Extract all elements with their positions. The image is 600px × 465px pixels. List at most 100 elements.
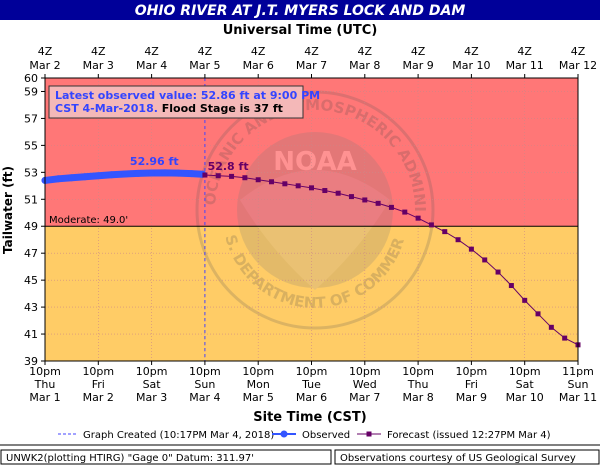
- y-tick-label: 53: [24, 166, 38, 179]
- observed-point: [188, 170, 196, 178]
- latest-line-1: Latest observed value: 52.86 ft at 9:00 …: [55, 89, 320, 102]
- bottom-tick-time: 10pm: [189, 365, 221, 378]
- top-tick-hour: 4Z: [38, 45, 53, 58]
- bottom-tick-dow: Thu: [34, 378, 56, 391]
- forecast-point: [535, 311, 541, 317]
- forecast-point: [388, 204, 394, 210]
- bottom-tick-dow: Sun: [568, 378, 589, 391]
- forecast-point: [562, 335, 568, 341]
- bottom-tick-dow: Fri: [92, 378, 105, 391]
- top-tick-date: Mar 9: [402, 59, 433, 72]
- latest-observed-box: Latest observed value: 52.86 ft at 9:00 …: [48, 85, 320, 119]
- latest-line-2-date: CST 4-Mar-2018.: [55, 102, 158, 115]
- watermark-bird: [240, 170, 390, 290]
- legend-observed-marker: [280, 430, 288, 438]
- footer-left-text: UNWK2(plotting HTIRG) "Gage 0" Datum: 31…: [6, 453, 254, 464]
- observed-point: [54, 175, 62, 183]
- top-tick-date: Mar 5: [189, 59, 220, 72]
- forecast-point: [295, 183, 301, 189]
- footer-right-text: Observations courtesy of US Geological S…: [340, 453, 576, 464]
- bottom-tick-date: Mar 3: [136, 391, 167, 404]
- bottom-tick-time: 10pm: [296, 365, 328, 378]
- legend: Graph Created (10:17PM Mar 4, 2018) Obse…: [58, 430, 551, 441]
- watermark-outer-ring: [195, 90, 435, 330]
- bottom-tick-dow: Fri: [465, 378, 478, 391]
- forecast-point: [455, 237, 461, 243]
- forecast-point: [482, 257, 488, 263]
- bottom-tick-date: Mar 4: [189, 391, 220, 404]
- forecast-start-label: 52.8 ft: [208, 160, 249, 173]
- forecast-point: [269, 179, 275, 185]
- bottom-tick-dow: Mon: [247, 378, 270, 391]
- top-tick-hour: 4Z: [571, 45, 586, 58]
- top-axis-title: Universal Time (UTC): [223, 23, 378, 38]
- forecast-point: [428, 222, 434, 228]
- footer-right-box: [334, 449, 600, 465]
- forecast-point: [282, 181, 288, 187]
- forecast-point: [322, 188, 328, 194]
- series-group: [41, 169, 581, 348]
- observed-point: [121, 170, 129, 178]
- observed-point: [161, 169, 169, 177]
- latest-box-bg: [48, 85, 304, 119]
- forecast-point: [309, 185, 314, 191]
- bottom-tick-time: 10pm: [456, 365, 488, 378]
- top-tick-date: Mar 6: [243, 59, 274, 72]
- forecast-point: [242, 175, 248, 181]
- forecast-point: [229, 173, 235, 179]
- bottom-tick-date: Mar 10: [506, 391, 544, 404]
- observed-peak-label: 52.96 ft: [130, 155, 179, 168]
- bottom-tick-date: Mar 9: [456, 391, 487, 404]
- top-tick-hour: 4Z: [411, 45, 426, 58]
- bottom-tick-time: 10pm: [29, 365, 61, 378]
- watermark-inner-disc: [237, 132, 393, 288]
- top-tick-date: Mar 4: [136, 59, 167, 72]
- forecast-point: [375, 200, 381, 206]
- bottom-tick-dow: Sun: [194, 378, 215, 391]
- top-tick-hour: 4Z: [464, 45, 479, 58]
- forecast-point: [335, 190, 341, 196]
- observed-point: [174, 169, 182, 177]
- top-tick-date: Mar 7: [296, 59, 327, 72]
- footer-left-box: [0, 449, 332, 465]
- bottom-tick-time: 10pm: [402, 365, 434, 378]
- forecast-point: [202, 172, 208, 178]
- forecast-point: [255, 177, 261, 183]
- top-tick-date: Mar 11: [506, 59, 544, 72]
- bottom-tick-time: 11pm: [562, 365, 594, 378]
- observed-point: [94, 172, 102, 180]
- y-tick-label: 51: [24, 193, 38, 206]
- bottom-tick-dow: Sat: [143, 378, 162, 391]
- y-tick-label: 59: [24, 85, 38, 98]
- bottom-tick-time: 10pm: [82, 365, 114, 378]
- moderate-label: Moderate: 49.0': [49, 215, 128, 226]
- forecast-point: [415, 215, 421, 221]
- top-tick-hour: 4Z: [517, 45, 532, 58]
- bottom-tick-time: 10pm: [136, 365, 168, 378]
- bottom-tick-date: Mar 2: [83, 391, 114, 404]
- observed-point: [68, 174, 76, 182]
- bottom-tick-date: Mar 11: [559, 391, 597, 404]
- bottom-tick-dow: Thu: [407, 378, 429, 391]
- observed-point: [81, 173, 89, 181]
- top-tick-date: Mar 3: [83, 59, 114, 72]
- legend-observed-label: Observed: [302, 430, 350, 441]
- forecast-point: [362, 197, 368, 203]
- bottom-tick-time: 10pm: [242, 365, 274, 378]
- bottom-tick-date: Mar 6: [296, 391, 327, 404]
- y-tick-label: 39: [24, 355, 38, 368]
- latest-line-2: CST 4-Mar-2018. Flood Stage is 37 ft: [55, 102, 283, 115]
- latest-line-2-flood: Flood Stage is 37 ft: [158, 102, 283, 115]
- y-tick-label: 49: [24, 220, 38, 233]
- forecast-point: [442, 229, 448, 235]
- bottom-tick-date: Mar 8: [402, 391, 433, 404]
- watermark-noaa: NOAA: [273, 147, 356, 177]
- top-tick-hour: 4Z: [251, 45, 266, 58]
- legend-forecast-marker: [366, 431, 372, 437]
- y-axis-title: Tailwater (ft): [1, 166, 15, 254]
- top-tick-date: Mar 10: [452, 59, 490, 72]
- top-tick-hour: 4Z: [358, 45, 373, 58]
